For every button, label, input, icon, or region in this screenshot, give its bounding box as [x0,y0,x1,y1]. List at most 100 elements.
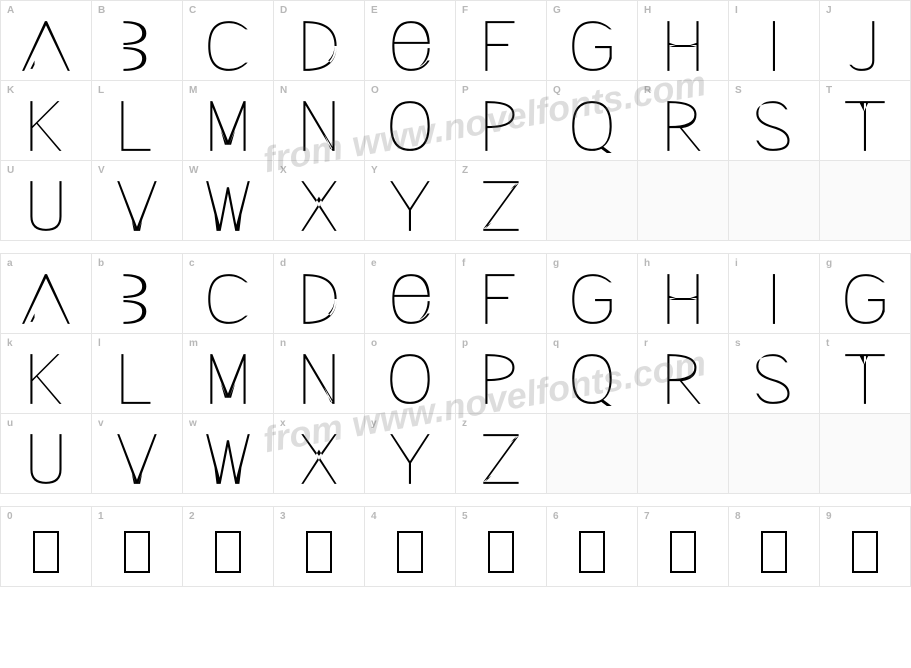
char-label: s [735,338,741,349]
glyph-e_thin [384,272,436,326]
char-label: N [280,85,287,96]
char-label: V [98,165,105,176]
charmap-cell: N [274,81,365,161]
char-label: 8 [735,511,741,522]
charmap-cell: f [456,254,547,334]
missing-glyph-box [579,531,605,573]
charmap-cell: o [365,334,456,414]
glyph-O_thin [384,352,436,406]
glyph-N_thin [293,99,345,153]
char-label: M [189,85,197,96]
glyph-X_thin [293,179,345,233]
charmap-cell: a [1,254,92,334]
font-character-map: ABCDEFGHIJKLMNOPQRSTUVWXYZabcdefghigklmn… [0,0,911,587]
charmap-cell: v [92,414,183,494]
char-label: 9 [826,511,832,522]
glyph-I_thin [748,19,800,73]
glyph-B_thin [111,19,163,73]
charmap-cell: l [92,334,183,414]
charmap-cell: M [183,81,274,161]
charmap-cell: q [547,334,638,414]
char-label: p [462,338,468,349]
char-label: x [280,418,286,429]
charmap-cell: 9 [820,507,911,587]
char-label: 3 [280,511,286,522]
glyph-L_thin [111,99,163,153]
missing-glyph-box [397,531,423,573]
glyph-V_thin [111,432,163,486]
glyph-Y_thin [384,179,436,233]
glyph-R_thin [657,352,709,406]
glyph-e_thin [384,19,436,73]
glyph-Z_thin [475,432,527,486]
char-label: n [280,338,286,349]
char-label: Z [462,165,468,176]
charmap-cell: E [365,1,456,81]
char-label: H [644,5,651,16]
charmap-cell: z [456,414,547,494]
missing-glyph-box [124,531,150,573]
charmap-cell: 1 [92,507,183,587]
charmap-cell: r [638,334,729,414]
glyph-S_thin [748,99,800,153]
char-label: z [462,418,467,429]
charmap-cell: L [92,81,183,161]
char-label: T [826,85,832,96]
glyph-A_thin [20,272,72,326]
missing-glyph-box [761,531,787,573]
char-label: X [280,165,287,176]
missing-glyph-box [33,531,59,573]
charmap-cell: C [183,1,274,81]
charmap-cell: P [456,81,547,161]
char-label: R [644,85,651,96]
charmap-cell: F [456,1,547,81]
charmap-cell: 7 [638,507,729,587]
missing-glyph-box [488,531,514,573]
charmap-cell-empty [547,161,638,241]
glyph-G_thin [566,272,618,326]
charmap-cell: c [183,254,274,334]
char-label: Y [371,165,378,176]
charmap-cell: 4 [365,507,456,587]
char-label: U [7,165,14,176]
char-label: o [371,338,377,349]
char-label: F [462,5,468,16]
charmap-cell: d [274,254,365,334]
char-label: e [371,258,377,269]
charmap-cell: x [274,414,365,494]
charmap-cell-empty [638,414,729,494]
glyph-K_thin [20,99,72,153]
char-label: S [735,85,742,96]
charmap-cell: W [183,161,274,241]
glyph-L_thin [111,352,163,406]
charmap-cell: i [729,254,820,334]
charmap-cell: t [820,334,911,414]
charmap-cell-empty [820,161,911,241]
char-label: 5 [462,511,468,522]
charmap-cell: y [365,414,456,494]
charmap-grid: ABCDEFGHIJKLMNOPQRSTUVWXYZ [0,0,911,241]
charmap-cell: u [1,414,92,494]
char-label: c [189,258,195,269]
char-label: d [280,258,286,269]
charmap-cell: I [729,1,820,81]
charmap-cell: m [183,334,274,414]
glyph-W_thin [202,179,254,233]
charmap-cell: k [1,334,92,414]
glyph-A_thin [20,19,72,73]
charmap-cell: K [1,81,92,161]
char-label: r [644,338,648,349]
charmap-cell: Q [547,81,638,161]
char-label: 0 [7,511,13,522]
char-label: y [371,418,377,429]
charmap-cell: 5 [456,507,547,587]
glyph-M_thin [202,99,254,153]
glyph-N_thin [293,352,345,406]
char-label: Q [553,85,561,96]
charmap-cell-empty [547,414,638,494]
glyph-D_thin [293,272,345,326]
charmap-cell: R [638,81,729,161]
charmap-cell: 2 [183,507,274,587]
char-label: i [735,258,738,269]
char-label: D [280,5,287,16]
